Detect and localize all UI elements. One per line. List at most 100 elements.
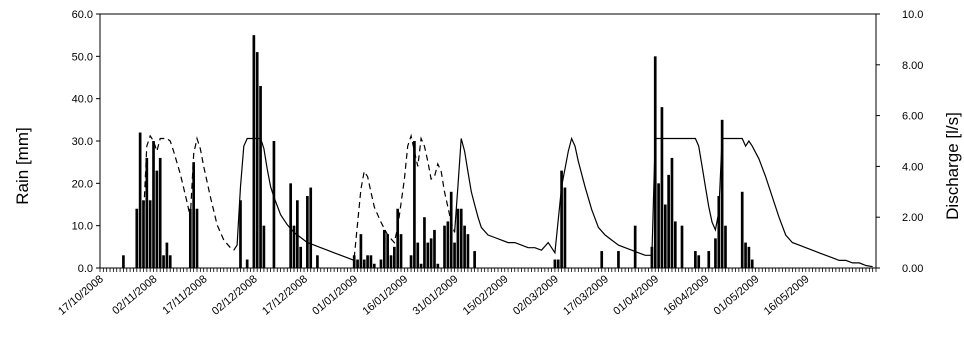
rain-bar — [292, 225, 296, 268]
rain-bar — [195, 208, 199, 268]
left-tick-label: 40.0 — [72, 94, 93, 106]
rain-bar — [259, 85, 262, 268]
rain-bar — [740, 191, 744, 268]
rain-bar — [152, 141, 155, 268]
rain-bar — [162, 255, 165, 268]
left-tick-label: 10.0 — [72, 221, 93, 233]
rain-bar — [714, 238, 717, 268]
rain-bar — [255, 52, 259, 268]
right-tick-label: 8.00 — [902, 60, 923, 72]
rain-bar — [680, 225, 684, 268]
rain-bar — [717, 196, 721, 268]
rain-bar — [553, 259, 557, 268]
rain-bar — [670, 157, 674, 268]
rain-bar — [372, 263, 376, 268]
rain-bar — [416, 242, 420, 268]
rain-bar — [289, 183, 292, 268]
rain-bar — [409, 255, 413, 268]
rain-bar — [673, 221, 677, 268]
rain-bar — [413, 141, 416, 268]
discharge-lines — [142, 133, 873, 268]
rain-bar — [449, 191, 453, 268]
rain-bar — [366, 255, 369, 268]
rain-bar — [309, 187, 313, 268]
rain-bar — [617, 251, 620, 268]
discharge-line-dashed — [142, 134, 235, 251]
right-tick-label: 2.00 — [902, 212, 923, 224]
rain-bar — [396, 208, 400, 268]
right-tick-label: 4.00 — [902, 161, 923, 173]
rain-bar — [744, 242, 747, 268]
rain-bar — [262, 225, 266, 268]
rain-bar — [453, 242, 456, 268]
rain-bar — [459, 208, 463, 268]
axes — [99, 13, 877, 272]
rain-bar — [747, 246, 751, 268]
rain-bar — [239, 200, 242, 268]
rain-bar — [188, 208, 192, 268]
left-axis-ticks: 0.0 10.0 20.0 30.0 40.0 50.0 60.0 — [72, 9, 100, 275]
rain-bar — [423, 217, 426, 268]
rain-bar — [419, 263, 423, 268]
rain-bar — [369, 255, 373, 268]
x-tick-label: 31/01/2009 — [411, 273, 461, 318]
rain-bar — [165, 242, 169, 268]
rain-bar — [463, 225, 466, 268]
rain-bar — [600, 251, 604, 268]
discharge-line-solid — [454, 136, 873, 268]
rain-bar — [155, 170, 159, 268]
rain-bar — [724, 225, 727, 268]
rain-bar — [158, 157, 162, 268]
x-tick-label: 02/12/2008 — [210, 273, 260, 318]
rain-bar — [697, 255, 701, 268]
left-tick-label: 30.0 — [72, 136, 93, 148]
x-tick-label: 17/03/2009 — [561, 273, 611, 318]
left-tick-label: 20.0 — [72, 178, 93, 190]
x-tick-label: 17/12/2008 — [260, 273, 310, 318]
rain-bar — [272, 141, 276, 268]
rain-bar — [168, 255, 172, 268]
x-tick-label: 16/01/2009 — [360, 273, 410, 318]
rain-bar — [145, 157, 149, 268]
x-tick-label: 02/11/2008 — [110, 273, 159, 317]
left-tick-label: 0.0 — [78, 263, 93, 275]
left-tick-label: 50.0 — [72, 51, 93, 63]
rain-bar — [663, 204, 667, 268]
rain-bar — [436, 263, 440, 268]
rain-bar — [429, 238, 433, 268]
rain-bar — [660, 107, 664, 268]
x-tick-label: 01/01/2009 — [310, 273, 360, 318]
rain-bar — [386, 234, 389, 268]
rain-bar — [694, 251, 697, 268]
rain-bar — [393, 246, 396, 268]
rain-bar — [245, 259, 249, 268]
right-tick-label: 10.0 — [902, 9, 923, 21]
x-tick-label: 17/11/2008 — [160, 273, 209, 317]
rain-bar — [192, 162, 195, 268]
rain-bar — [750, 259, 754, 268]
rain-bar — [426, 242, 430, 268]
left-tick-label: 60.0 — [72, 9, 93, 21]
rain-bar — [473, 251, 476, 268]
rain-bar — [653, 56, 657, 269]
rain-bar — [352, 255, 356, 268]
rain-bar — [356, 259, 359, 268]
rain-bar — [316, 255, 319, 268]
rain-bar — [633, 225, 637, 268]
rain-bar — [382, 229, 386, 268]
x-tick-label: 15/02/2009 — [461, 273, 511, 318]
x-tick-label: 02/03/2009 — [511, 273, 561, 318]
rain-bar — [359, 234, 363, 268]
right-tick-label: 6.00 — [902, 111, 923, 123]
x-tick-label: 17/10/2008 — [56, 273, 106, 318]
rain-bar — [667, 174, 670, 268]
rain-bar — [142, 200, 145, 268]
rain-bar — [720, 119, 724, 268]
rain-bar — [707, 251, 711, 268]
rain-bar — [252, 35, 256, 268]
rain-bar — [399, 234, 403, 268]
rain-bar — [466, 234, 470, 268]
rain-bar — [456, 208, 460, 268]
x-tick-label: 16/05/2009 — [762, 273, 812, 318]
rain-bar — [306, 196, 309, 268]
